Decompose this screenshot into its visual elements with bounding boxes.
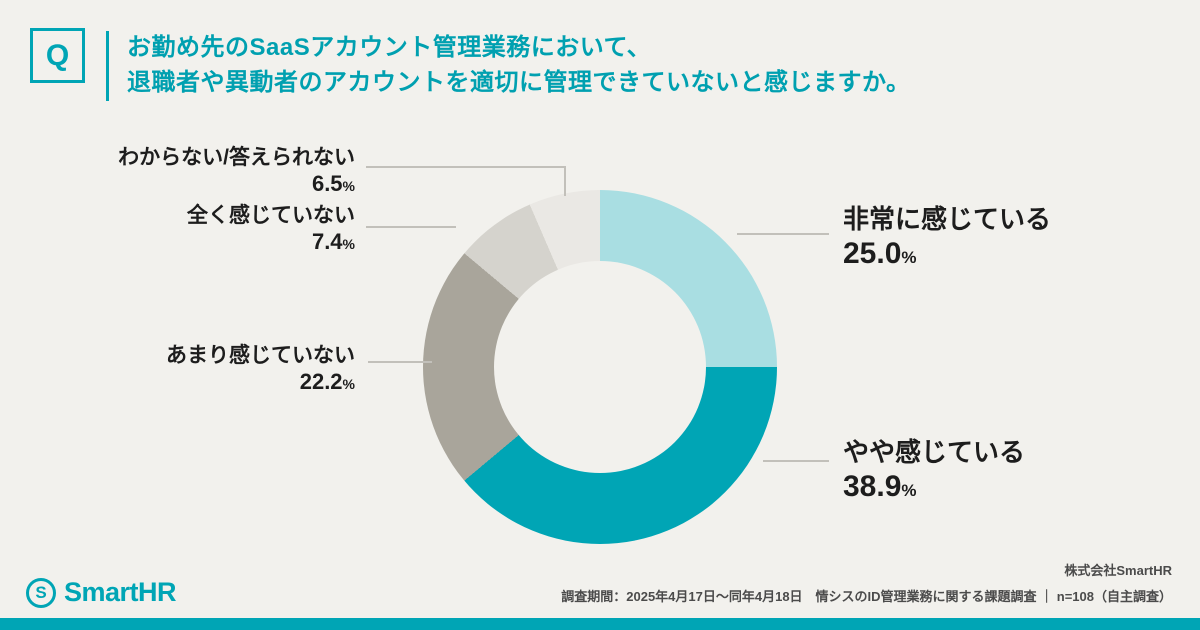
question-badge: Q: [30, 28, 85, 83]
segment-label-not-at-all-feel: 全く感じていない 7.4%: [187, 203, 355, 257]
leader-line-dont-know-horizontal: [366, 166, 566, 168]
segment-label-not-really-feel: あまり感じていない 22.2%: [166, 343, 355, 397]
segment-percent: 22.2%: [166, 369, 355, 397]
segment-percent-value: 25.0: [843, 237, 902, 270]
leader-line-not-really-feel: [368, 361, 432, 363]
survey-note: 調査期間：2025年4月17日～同年4月18日 情シスのID管理業務に関する課題…: [561, 589, 1172, 604]
smarthr-logo: S SmartHR: [26, 577, 177, 608]
percent-sign: %: [342, 236, 355, 252]
segment-percent-value: 6.5: [311, 171, 343, 196]
question-title: お勤め先のSaaSアカウント管理業務において、 退職者や異動者のアカウントを適切…: [127, 30, 911, 100]
leader-line-somewhat-feel: [763, 460, 829, 462]
leader-line-strongly-feel: [737, 233, 829, 235]
percent-sign: %: [901, 481, 917, 500]
donut-chart: [423, 190, 777, 544]
segment-name: 非常に感じている: [843, 204, 1052, 234]
smarthr-logo-text: SmartHR: [64, 577, 177, 607]
question-title-line1: お勤め先のSaaSアカウント管理業務において、: [127, 34, 652, 61]
smarthr-logo-icon: S: [26, 577, 56, 608]
percent-sign: %: [342, 178, 355, 194]
segment-label-dont-know: わからない/答えられない 6.5%: [118, 145, 355, 199]
segment-label-somewhat-feel: やや感じている 38.9%: [843, 436, 1025, 508]
company-name: 株式会社SmartHR: [1064, 563, 1172, 578]
segment-percent: 25.0%: [843, 237, 1051, 275]
segment-percent: 38.9%: [843, 470, 1025, 508]
leader-line-not-at-all-feel: [366, 226, 456, 228]
donut-hole: [494, 261, 706, 473]
segment-name: わからない/答えられない: [118, 146, 355, 169]
title-divider: [106, 31, 109, 101]
bottom-accent-bar: [0, 618, 1200, 630]
question-title-line2: 退職者や異動者のアカウントを適切に管理できていないと感じますか。: [127, 69, 911, 96]
percent-sign: %: [901, 248, 917, 267]
percent-sign: %: [342, 376, 355, 392]
leader-line-dont-know-vertical: [564, 166, 566, 196]
segment-name: あまり感じていない: [166, 344, 355, 367]
segment-percent-value: 22.2: [299, 369, 343, 394]
segment-name: やや感じている: [843, 437, 1026, 467]
segment-percent: 6.5%: [118, 171, 355, 199]
segment-name: 全く感じていない: [187, 204, 355, 227]
segment-percent-value: 38.9: [843, 470, 902, 503]
segment-label-strongly-feel: 非常に感じている 25.0%: [843, 203, 1051, 275]
segment-percent: 7.4%: [187, 229, 355, 257]
segment-percent-value: 7.4: [311, 229, 343, 254]
